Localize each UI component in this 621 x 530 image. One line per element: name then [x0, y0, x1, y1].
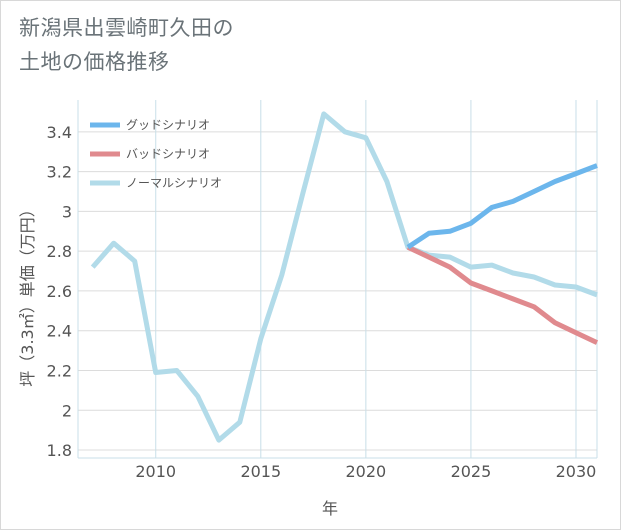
legend-label: ノーマルシナリオ — [126, 176, 222, 190]
legend-label: グッドシナリオ — [126, 118, 210, 132]
x-axis-label: 年 — [322, 499, 338, 518]
y-tick-labels: 1.8 2 2.2 2.4 2.6 2.8 3 3.2 3.4 — [47, 123, 72, 460]
x-tick-labels: 2010 2015 2020 2025 2030 — [135, 462, 596, 481]
y-tick-label: 2 — [62, 401, 72, 420]
series-line-normal — [90, 111, 598, 443]
chart-title: 新潟県出雲崎町久田の 土地の価格推移 — [19, 11, 319, 79]
series-line-good — [406, 163, 598, 250]
chart-title-line1: 新潟県出雲崎町久田の — [19, 16, 234, 40]
x-tick-label: 2015 — [240, 462, 281, 481]
y-axis-label: 坪（3.3㎡）単価（万円） — [18, 201, 37, 386]
series-lines — [90, 111, 599, 443]
legend-label: バッドシナリオ — [126, 147, 210, 161]
y-tick-label: 2.6 — [47, 282, 72, 301]
chart-title-line2: 土地の価格推移 — [19, 50, 170, 74]
y-tick-label: 3.2 — [47, 163, 72, 182]
x-tick-label: 2010 — [135, 462, 176, 481]
y-tick-label: 2.4 — [47, 322, 72, 341]
y-tick-label: 2.2 — [47, 361, 72, 380]
x-tick-label: 2025 — [451, 462, 492, 481]
series-line-bad — [406, 244, 599, 345]
y-tick-label: 1.8 — [47, 441, 72, 460]
y-tick-label: 2.8 — [47, 242, 72, 261]
y-tick-label: 3.4 — [47, 123, 72, 142]
x-tick-label: 2020 — [346, 462, 387, 481]
y-tick-label: 3 — [62, 202, 72, 221]
x-tick-label: 2030 — [556, 462, 597, 481]
